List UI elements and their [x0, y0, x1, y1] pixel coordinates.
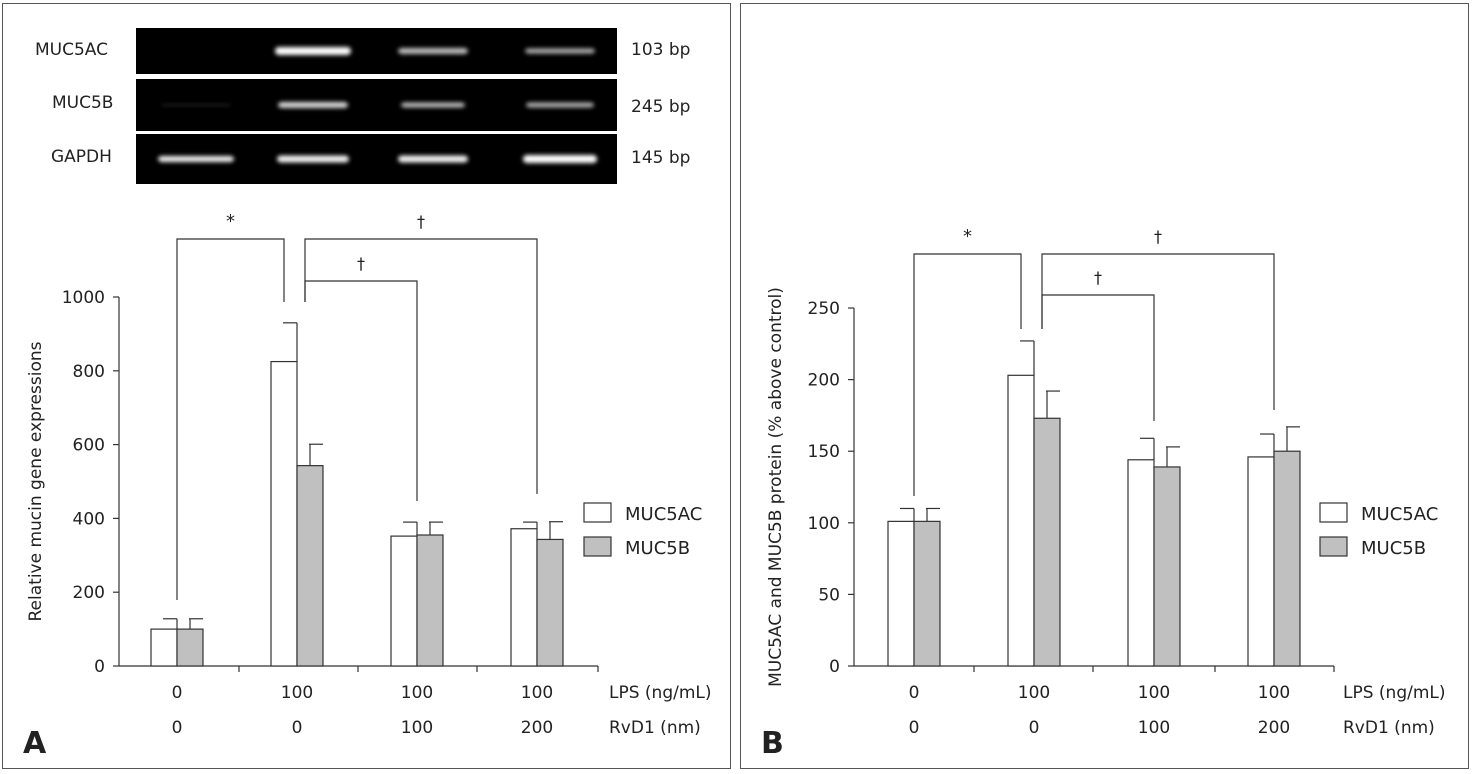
y-tick-label: 200: [808, 371, 840, 391]
gel-band: [398, 155, 468, 163]
y-axis-label: MUC5AC and MUC5B protein (% above contro…: [766, 287, 786, 687]
y-axis-label: Relative mucin gene expressions: [26, 341, 46, 621]
gel-band: [526, 102, 594, 108]
legend-label: MUC5AC: [625, 504, 702, 525]
bar-muc5b: [416, 534, 444, 667]
gel-size-label: 145 bp: [631, 148, 691, 168]
x-category-label: 100: [1018, 683, 1050, 703]
x-category-label: 100: [1138, 683, 1170, 703]
bar-muc5ac: [270, 360, 298, 667]
chart-b: 0 50 100 150 200 250 MUC5AC and MUC5B protein …: [761, 226, 1446, 761]
gel-band: [398, 48, 468, 54]
y-tick-label: 0: [94, 657, 105, 677]
bar-muc5b: [913, 520, 941, 667]
gel-band: [158, 156, 234, 162]
gel-band: [525, 48, 595, 54]
x-category-label: 100: [401, 718, 433, 738]
significance-bracket: [176, 238, 285, 600]
x-category-label: 100: [1258, 683, 1290, 703]
panel-a: MUC5AC MUC5B GAPDH 103 bp 245 bp 145 bp …: [2, 3, 731, 769]
y-tick-label: 50: [818, 585, 840, 605]
y-tick-label: 1000: [62, 288, 105, 308]
x-category-label: 0: [909, 683, 920, 703]
gel-row-label: MUC5AC: [35, 40, 108, 60]
gel-band: [401, 102, 465, 108]
bar-muc5b: [176, 628, 204, 667]
x-category-label: 0: [1029, 718, 1040, 738]
x-category-label: 0: [292, 718, 303, 738]
legend-swatch: [583, 536, 612, 557]
significance-bracket: [913, 253, 1022, 496]
bar-muc5ac: [887, 520, 915, 667]
y-tick-label: 800: [73, 362, 105, 382]
significance-marker: †: [357, 254, 365, 273]
x-row-label: RvD1 (nm): [1343, 718, 1435, 738]
bar-muc5b: [536, 538, 564, 667]
legend-label: MUC5B: [625, 538, 690, 559]
x-category-label: 200: [521, 718, 553, 738]
y-tick-label: 200: [73, 583, 105, 603]
bar-muc5b: [1273, 450, 1301, 667]
gel-row-label: GAPDH: [51, 147, 112, 167]
x-category-label: 0: [172, 718, 183, 738]
gel-band: [523, 155, 597, 163]
x-category-label: 100: [1138, 718, 1170, 738]
gel-band: [277, 155, 349, 163]
panel-letter: A: [23, 726, 47, 761]
y-tick-label: 0: [829, 657, 840, 677]
y-tick-label: 600: [73, 436, 105, 456]
x-category-label: 100: [521, 683, 553, 703]
bar-muc5ac: [150, 628, 178, 667]
bar-muc5ac: [510, 528, 538, 667]
x-category-label: 100: [281, 683, 313, 703]
gel-size-label: 103 bp: [631, 40, 691, 60]
bar-muc5ac: [1127, 459, 1155, 667]
gel-band: [278, 102, 348, 108]
significance-marker: †: [1094, 268, 1102, 287]
y-tick-label: 250: [808, 299, 840, 319]
significance-bracket: [304, 280, 418, 501]
y-tick-label: 100: [808, 514, 840, 534]
significance-bracket: [1041, 253, 1275, 410]
x-row-label: LPS (ng/mL): [609, 683, 712, 703]
y-tick-label: 400: [73, 509, 105, 529]
bar-muc5b: [1033, 417, 1061, 667]
x-category-label: 200: [1258, 718, 1290, 738]
gel-row-label: MUC5B: [52, 93, 114, 113]
legend-swatch: [1319, 536, 1348, 557]
x-category-label: 0: [909, 718, 920, 738]
bar-muc5ac: [1247, 456, 1275, 667]
panel-b: 0 50 100 150 200 250 MUC5AC and MUC5B protein …: [740, 3, 1469, 769]
legend-label: MUC5AC: [1361, 504, 1438, 525]
legend-swatch: [583, 502, 612, 523]
x-row-label: LPS (ng/mL): [1343, 683, 1446, 703]
panel-letter: B: [761, 726, 784, 761]
significance-marker: *: [226, 211, 235, 232]
bar-muc5b: [1153, 466, 1181, 667]
gel-size-label: 245 bp: [631, 97, 691, 117]
x-category-label: 0: [172, 683, 183, 703]
gel-band: [161, 104, 231, 106]
gel-bands: [158, 47, 597, 163]
legend-swatch: [1319, 502, 1348, 523]
x-row-label: RvD1 (nm): [609, 718, 701, 738]
significance-marker: *: [963, 226, 972, 247]
gel-band: [275, 47, 351, 55]
bar-muc5b: [296, 465, 324, 667]
x-category-label: 100: [401, 683, 433, 703]
legend-label: MUC5B: [1361, 538, 1426, 559]
y-tick-label: 150: [808, 442, 840, 462]
significance-bracket: [304, 238, 538, 494]
bar-muc5ac: [390, 535, 418, 667]
significance-marker: †: [1154, 227, 1162, 246]
significance-bracket: [1041, 294, 1155, 421]
significance-marker: †: [417, 212, 425, 231]
bar-muc5ac: [1007, 374, 1035, 667]
